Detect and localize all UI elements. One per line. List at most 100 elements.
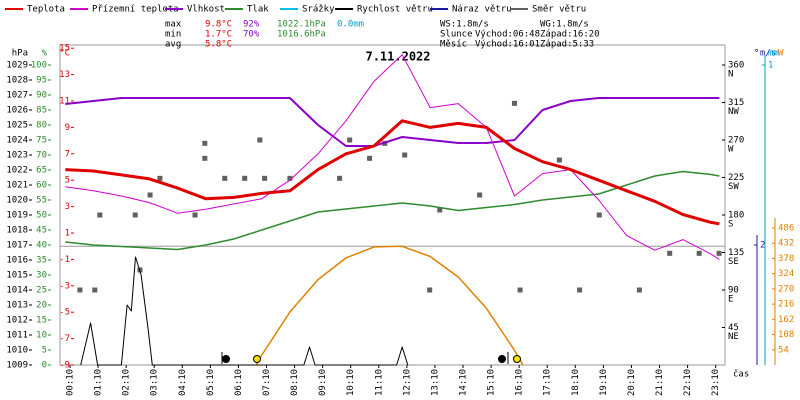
y-tick-label: 270 [728, 136, 744, 146]
y-tick-label: -3 [59, 281, 70, 291]
x-tick-label: 06:10 [234, 369, 244, 396]
y-tick-label: 1015 [6, 271, 28, 281]
y-tick-label: 3 [65, 202, 70, 212]
direction-point [517, 287, 523, 293]
direction-point [716, 250, 722, 256]
y-tick-label: 5 [65, 176, 70, 186]
y-tick-label: 1022 [6, 166, 28, 176]
compass-label: SE [728, 257, 739, 267]
stat: 5.8°C [205, 40, 232, 50]
direction-point [157, 175, 163, 181]
y-tick-label: 216 [778, 300, 794, 310]
x-tick-label: 20:10 [627, 369, 637, 396]
direction-point [222, 175, 228, 181]
compass-label: W [728, 145, 734, 155]
sun-icon [253, 355, 261, 363]
moon-info: Západ:5:33 [540, 40, 594, 50]
x-tick-label: 15:10 [487, 369, 497, 396]
y-tick-label: 45 [728, 323, 739, 333]
direction-point [402, 152, 408, 158]
direction-point [511, 100, 517, 106]
series-line [80, 256, 409, 366]
x-tick-label: 13:10 [430, 369, 440, 396]
compass-label: NW [728, 107, 739, 117]
stat: 1022.1hPa [277, 20, 326, 30]
direction-point [596, 212, 602, 218]
direction-point [696, 250, 702, 256]
moon-icon [498, 355, 506, 363]
direction-point [132, 212, 138, 218]
y-tick-label: 90 [728, 286, 739, 296]
y-tick-label: 50 [36, 211, 47, 221]
legend-label: Náraz větru [452, 5, 512, 15]
y-tick-label: 1018 [6, 226, 28, 236]
y-tick-label: 15 [36, 316, 47, 326]
axis-unit: hPa [12, 49, 28, 59]
direction-point [577, 287, 583, 293]
chart-title: 7.11.2022 [365, 50, 430, 64]
y-tick-label: 35 [36, 256, 47, 266]
y-tick-label: 10 [36, 331, 47, 341]
y-tick-label: 75 [36, 136, 47, 146]
y-tick-label: 15 [59, 44, 70, 54]
series-line [255, 245, 524, 366]
x-tick-label: 03:10 [150, 369, 160, 396]
sun-info: Slunce [440, 30, 473, 40]
y-tick-label: 378 [778, 254, 794, 264]
legend-label: Teplota [27, 5, 65, 15]
x-tick-label: 04:10 [178, 369, 188, 396]
x-tick-label: 22:10 [683, 369, 693, 396]
direction-point [77, 287, 83, 293]
x-tick-label: 17:10 [543, 369, 553, 396]
y-tick-label: 45 [36, 226, 47, 236]
y-tick-label: 60 [36, 181, 47, 191]
y-tick-label: 0 [42, 361, 47, 371]
x-tick-label: 23:10 [711, 369, 721, 396]
y-tick-label: 1023 [6, 151, 28, 161]
y-tick-label: 135 [728, 248, 744, 258]
axis-unit: W [778, 49, 784, 59]
y-tick-label: 2 [760, 241, 765, 251]
y-tick-label: 1 [768, 61, 773, 71]
y-tick-label: 100 [31, 61, 47, 71]
axis-unit: °C [59, 49, 70, 59]
sun-icon [513, 355, 521, 363]
y-tick-label: 80 [36, 121, 47, 131]
wind-stat: WG:1.8m/s [540, 20, 589, 30]
stat: min [165, 30, 181, 40]
axis-unit: % [42, 49, 48, 59]
stat: max [165, 20, 182, 30]
y-tick-label: 9 [65, 123, 70, 133]
moon-info: Východ:16:01 [475, 40, 540, 50]
stat: 9.8°C [205, 20, 232, 30]
y-tick-label: 486 [778, 224, 794, 234]
direction-point [477, 192, 483, 198]
y-tick-label: 162 [778, 315, 794, 325]
x-tick-label: 05:10 [206, 369, 216, 396]
y-tick-label: 20 [36, 301, 47, 311]
legend-label: Srážky [302, 5, 335, 15]
x-tick-label: 11:10 [374, 369, 384, 396]
legend-label: Rychlost větru [357, 5, 433, 15]
y-tick-label: -5 [59, 308, 70, 318]
y-tick-label: 54 [778, 345, 789, 355]
axis-unit: m/s [760, 49, 776, 59]
direction-point [427, 287, 433, 293]
y-tick-label: 7 [65, 149, 70, 159]
direction-point [192, 212, 198, 218]
direction-point [437, 207, 443, 213]
y-tick-label: 108 [778, 330, 794, 340]
x-tick-label: 21:10 [655, 369, 665, 396]
axis-unit: mm [768, 49, 779, 59]
compass-label: N [728, 70, 733, 80]
y-tick-label: 1009 [6, 361, 28, 371]
y-tick-label: 1025 [6, 121, 28, 131]
y-tick-label: 40 [36, 241, 47, 251]
x-tick-label: 12:10 [402, 369, 412, 396]
axis-unit: ° [754, 49, 759, 59]
direction-point [347, 137, 353, 143]
x-tick-label: 01:10 [94, 369, 104, 396]
direction-point [202, 155, 208, 161]
y-tick-label: 1011 [6, 331, 28, 341]
